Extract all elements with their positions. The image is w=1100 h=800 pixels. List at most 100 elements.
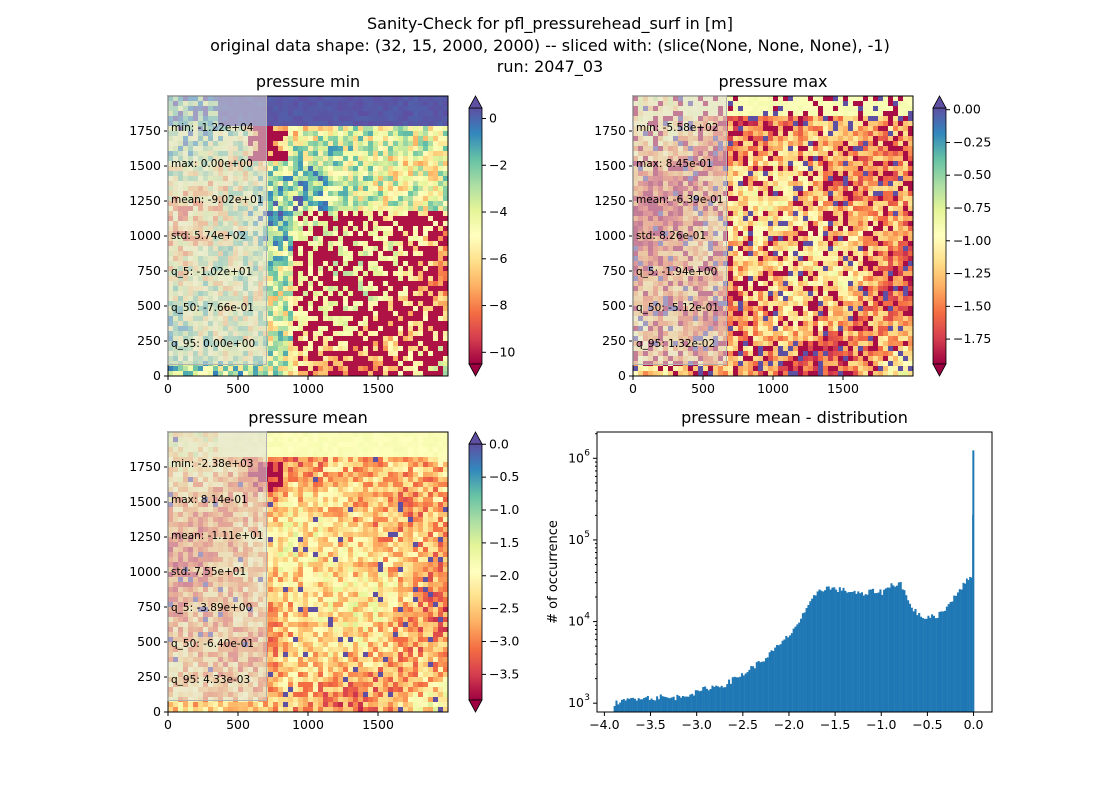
heatmap-cell — [328, 196, 334, 202]
heatmap-cell — [313, 191, 319, 197]
heatmap-cell — [333, 131, 339, 137]
heatmap-cell — [773, 106, 779, 112]
heatmap-cell — [318, 321, 324, 327]
heatmap-cell — [383, 96, 389, 102]
heatmap-cell — [418, 356, 424, 362]
heatmap-cell — [373, 246, 379, 252]
heatmap-cell — [823, 141, 829, 147]
heatmap-cell — [828, 116, 834, 122]
heatmap-cell — [383, 206, 389, 212]
heatmap-cell — [343, 156, 349, 162]
heatmap-cell — [288, 331, 294, 337]
heatmap-cell — [283, 266, 289, 272]
heatmap-cell — [378, 196, 384, 202]
heatmap-cell — [293, 341, 299, 347]
heatmap-cell — [848, 126, 854, 132]
heatmap-cell — [403, 171, 409, 177]
heatmap-cell — [728, 236, 734, 242]
heatmap-cell — [363, 96, 369, 102]
heatmap-cell — [383, 146, 389, 152]
heatmap-cell — [338, 316, 344, 322]
heatmap-cell — [408, 336, 414, 342]
heatmap-cell — [868, 211, 874, 217]
heatmap-cell — [343, 186, 349, 192]
heatmap-cell — [798, 171, 804, 177]
heatmap-cell — [388, 291, 394, 297]
heatmap-cell — [793, 201, 799, 207]
heatmap-cell — [418, 361, 424, 367]
heatmap-cell — [363, 341, 369, 347]
heatmap-cell — [763, 251, 769, 257]
heatmap-cell — [323, 316, 329, 322]
heatmap-cell — [753, 206, 759, 212]
heatmap-cell — [343, 116, 349, 122]
heatmap-cell — [898, 111, 904, 117]
heatmap-cell — [363, 231, 369, 237]
heatmap-cell — [863, 161, 869, 167]
heatmap-cell — [293, 286, 299, 292]
heatmap-cell — [308, 121, 314, 127]
heatmap-cell — [373, 356, 379, 362]
heatmap-cell — [308, 111, 314, 117]
heatmap-cell — [273, 161, 279, 167]
heatmap-cell — [343, 246, 349, 252]
heatmap-cell — [398, 231, 404, 237]
heatmap-cell — [303, 166, 309, 172]
heatmap-cell — [403, 111, 409, 117]
heatmap-cell — [328, 301, 334, 307]
heatmap-cell — [303, 291, 309, 297]
heatmap-cell — [733, 236, 739, 242]
heatmap-cell — [318, 101, 324, 107]
heatmap-cell — [348, 321, 354, 327]
heatmap-cell — [758, 186, 764, 192]
heatmap-cell — [428, 366, 434, 372]
heatmap-cell — [283, 151, 289, 157]
heatmap-cell — [858, 246, 864, 252]
heatmap-cell — [368, 96, 374, 102]
heatmap-cell — [393, 226, 399, 232]
heatmap-cell — [753, 201, 759, 207]
heatmap-cell — [178, 371, 184, 377]
heatmap-cell — [728, 111, 734, 117]
heatmap-cell — [763, 131, 769, 137]
heatmap-cell — [293, 321, 299, 327]
heatmap-cell — [893, 106, 899, 112]
heatmap-cell — [438, 316, 444, 322]
heatmap-cell — [863, 221, 869, 227]
heatmap-cell — [413, 316, 419, 322]
heatmap-cell — [878, 251, 884, 257]
heatmap-cell — [298, 211, 304, 217]
heatmap-cell — [408, 281, 414, 287]
heatmap-cell — [768, 156, 774, 162]
heatmap-cell — [328, 281, 334, 287]
heatmap-cell — [833, 171, 839, 177]
heatmap-cell — [738, 201, 744, 207]
heatmap-cell — [338, 116, 344, 122]
heatmap-cell — [338, 341, 344, 347]
heatmap-cell — [343, 276, 349, 282]
heatmap-cell — [428, 246, 434, 252]
heatmap-cell — [843, 176, 849, 182]
heatmap-cell — [383, 166, 389, 172]
heatmap-cell — [423, 206, 429, 212]
heatmap-cell — [318, 241, 324, 247]
heatmap-cell — [323, 231, 329, 237]
heatmap-cell — [308, 216, 314, 222]
heatmap-cell — [378, 96, 384, 102]
heatmap-cell — [423, 156, 429, 162]
heatmap-cell — [768, 206, 774, 212]
heatmap-cell — [763, 211, 769, 217]
heatmap-cell — [323, 156, 329, 162]
heatmap-cell — [283, 226, 289, 232]
heatmap-cell — [388, 346, 394, 352]
heatmap-cell — [888, 156, 894, 162]
heatmap-cell — [408, 321, 414, 327]
heatmap-cell — [398, 131, 404, 137]
heatmap-cell — [428, 271, 434, 277]
heatmap-cell — [413, 321, 419, 327]
heatmap-cell — [288, 281, 294, 287]
heatmap-cell — [848, 181, 854, 187]
heatmap-cell — [273, 186, 279, 192]
heatmap-cell — [833, 161, 839, 167]
heatmap-cell — [798, 101, 804, 107]
